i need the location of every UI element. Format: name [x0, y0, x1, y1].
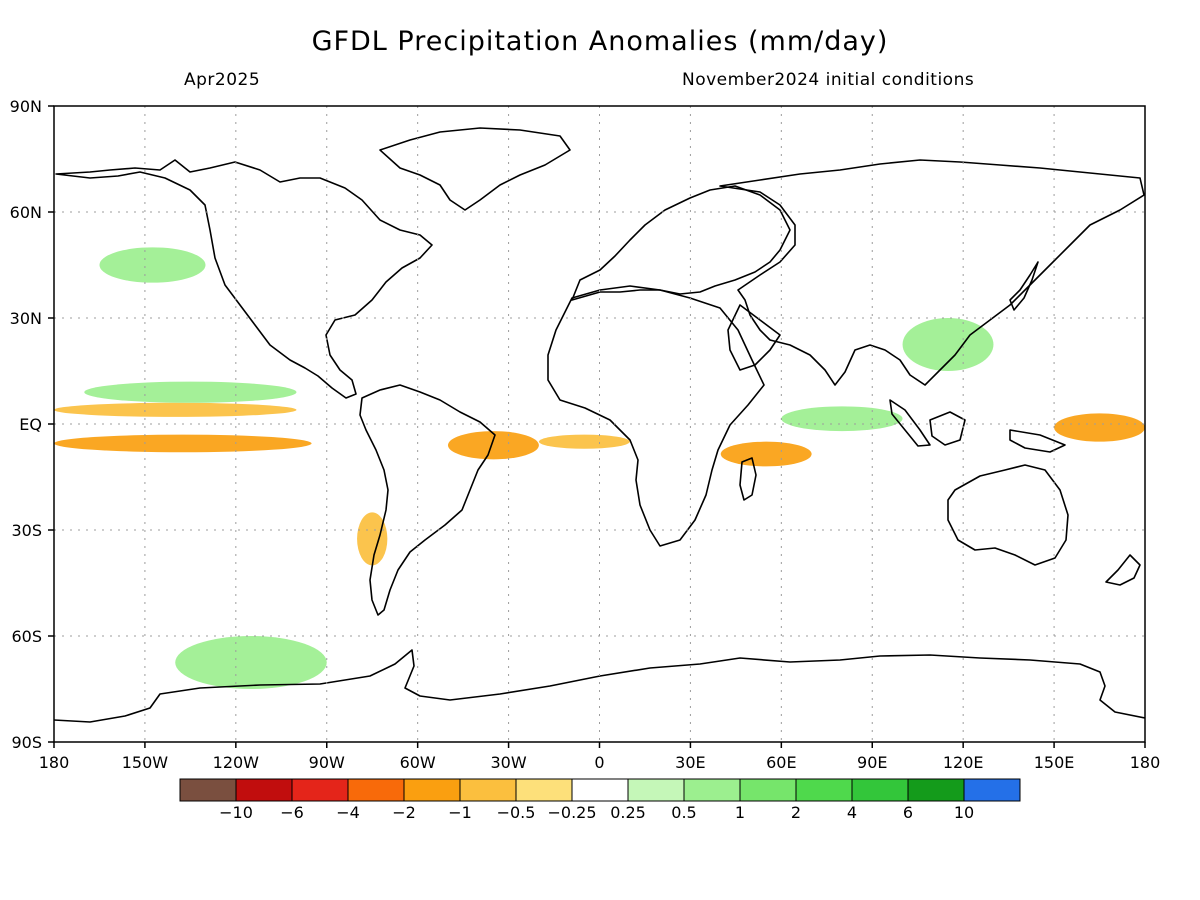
lon-label: 120E — [943, 753, 984, 772]
anomaly-region-2 — [84, 381, 297, 403]
colorbar-label: 0.25 — [610, 803, 646, 822]
colorbar-swatch — [179, 778, 237, 802]
lat-label: 90N — [10, 97, 42, 116]
colorbar-label: −10 — [219, 803, 253, 822]
grid-lines — [54, 106, 1145, 742]
colorbar-swatch — [851, 778, 909, 802]
anomaly-region-8 — [357, 512, 388, 566]
coastline-new-zealand — [1105, 554, 1141, 586]
map-title: GFDL Precipitation Anomalies (mm/day) — [311, 26, 889, 57]
initial-conditions-label: November2024 initial conditions — [682, 70, 975, 90]
coastline-south-america — [359, 384, 496, 616]
coastline-antarctica — [54, 649, 1145, 723]
colorbar-swatch — [571, 778, 629, 802]
coastline-new-guinea — [1009, 429, 1066, 453]
colorbar-label: −6 — [280, 803, 304, 822]
colorbar-swatch — [459, 778, 517, 802]
lon-label: 150W — [122, 753, 169, 772]
anomaly-region-7 — [1054, 413, 1145, 442]
colorbar-swatch — [515, 778, 573, 802]
anomaly-shading — [54, 247, 1145, 689]
coastline-madagascar — [739, 457, 757, 501]
colorbar-swatch — [907, 778, 965, 802]
colorbar-swatch — [235, 778, 293, 802]
lon-label: 150E — [1034, 753, 1075, 772]
coastlines — [54, 127, 1145, 723]
lon-label: 180 — [1130, 753, 1161, 772]
coastline-sumatra — [889, 399, 931, 447]
lon-label: 60W — [400, 753, 436, 772]
colorbar-label: 10 — [954, 803, 974, 822]
anomaly-region-5 — [720, 441, 812, 467]
lon-label: 90W — [309, 753, 345, 772]
lon-label: 90E — [857, 753, 887, 772]
colorbar-swatch — [347, 778, 405, 802]
coastline-australia — [947, 464, 1069, 566]
colorbar-swatch — [683, 778, 741, 802]
colorbar-label: −0.25 — [547, 803, 596, 822]
lon-label: 60E — [766, 753, 796, 772]
colorbar-swatch — [795, 778, 853, 802]
lat-label: 30N — [10, 309, 42, 328]
anomaly-region-0 — [54, 434, 312, 453]
colorbar-swatch — [963, 778, 1021, 802]
colorbar-label: 2 — [791, 803, 801, 822]
colorbar-swatch — [291, 778, 349, 802]
anomaly-region-1 — [54, 402, 297, 417]
colorbar-label: −2 — [392, 803, 416, 822]
lon-label: 0 — [594, 753, 604, 772]
coastline-north-america — [55, 159, 433, 399]
anomaly-region-3 — [447, 431, 539, 460]
coastline-asia — [719, 159, 1145, 386]
colorbar-label: −1 — [448, 803, 472, 822]
anomaly-region-10 — [99, 247, 206, 283]
lat-label: 60N — [10, 203, 42, 222]
lon-label: 180 — [39, 753, 70, 772]
coastline-japan — [1009, 261, 1039, 311]
anomaly-region-11 — [902, 318, 994, 371]
colorbar: −10 −6 −4 −2 −1 −0.5 −0.25 0.25 0.5 1 2 4 6 10 — [179, 778, 1021, 822]
coastline-greenland — [379, 127, 571, 211]
lon-label: 30E — [675, 753, 705, 772]
colorbar-swatch — [739, 778, 797, 802]
colorbar-label: −0.5 — [497, 803, 536, 822]
coastline-borneo — [929, 411, 966, 446]
colorbar-swatch — [403, 778, 461, 802]
colorbar-label: 6 — [903, 803, 913, 822]
coastline-arabia — [727, 304, 781, 371]
lon-label: 30W — [490, 753, 526, 772]
coastline-africa — [547, 285, 765, 547]
anomaly-region-9 — [175, 636, 327, 689]
colorbar-label: 1 — [735, 803, 745, 822]
lat-label: 30S — [11, 521, 42, 540]
colorbar-label: 4 — [847, 803, 857, 822]
coastline-europe — [571, 185, 791, 301]
colorbar-label: −4 — [336, 803, 360, 822]
lon-label: 120W — [213, 753, 260, 772]
valid-time-label: Apr2025 — [184, 70, 261, 90]
lat-label: EQ — [19, 415, 42, 434]
colorbar-swatch — [627, 778, 685, 802]
lat-label: 90S — [11, 733, 42, 752]
anomaly-region-6 — [781, 406, 903, 432]
anomaly-region-4 — [538, 434, 630, 449]
colorbar-label: 0.5 — [671, 803, 696, 822]
lat-label: 60S — [11, 627, 42, 646]
